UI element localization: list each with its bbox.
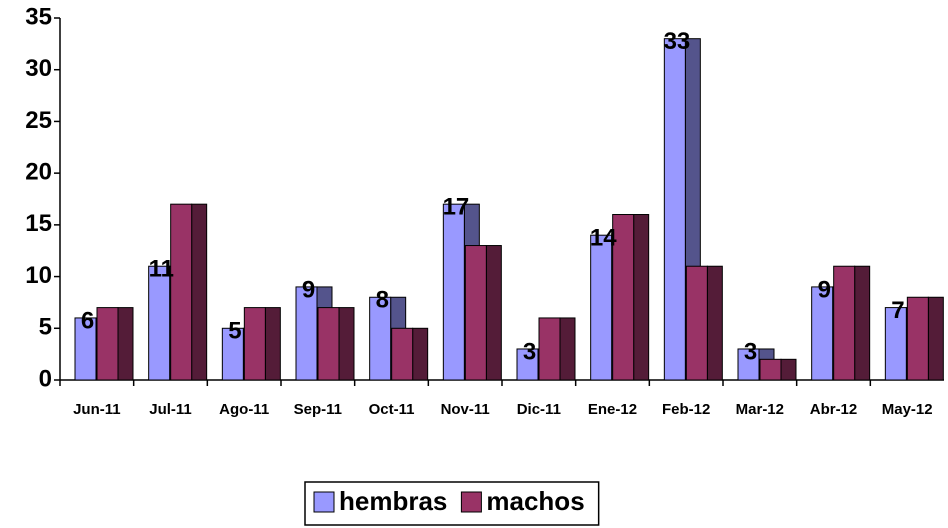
- x-tick-label: Ago-11: [219, 401, 269, 418]
- bar-front: [317, 307, 340, 381]
- x-tick-label: Nov-11: [441, 401, 490, 418]
- bar-front: [612, 214, 635, 381]
- bar-side: [338, 307, 355, 381]
- bar-front: [74, 317, 97, 381]
- bar-front: [221, 327, 244, 381]
- bar: [317, 307, 355, 381]
- bar: [685, 265, 723, 381]
- bar-front: [663, 38, 686, 381]
- legend-label: machos: [486, 486, 584, 516]
- bar-front: [170, 203, 193, 381]
- bar: [96, 307, 134, 381]
- bar-front: [369, 296, 392, 381]
- bar-side: [412, 327, 429, 381]
- bar-front: [685, 265, 708, 381]
- data-label: 3: [744, 338, 757, 365]
- y-tick-label: 0: [39, 365, 52, 392]
- bar: [538, 317, 576, 381]
- bar: [833, 265, 871, 381]
- bar: [391, 327, 429, 381]
- x-tick-label: Jun-11: [73, 401, 121, 418]
- x-tick-label: Dic-11: [517, 401, 561, 418]
- data-label: 14: [590, 225, 617, 252]
- bar-front: [96, 307, 119, 381]
- bar-front: [833, 265, 856, 381]
- bar-front: [906, 296, 929, 381]
- y-tick-label: 35: [25, 3, 52, 30]
- x-tick-label: Oct-11: [369, 401, 415, 418]
- bar-front: [148, 265, 171, 381]
- legend-swatch: [460, 491, 482, 513]
- y-tick-label: 30: [25, 55, 52, 82]
- x-tick-label: Feb-12: [662, 401, 710, 418]
- x-tick-label: Abr-12: [810, 401, 858, 418]
- bar-side: [633, 214, 650, 381]
- y-tick-label: 5: [39, 314, 52, 341]
- bar-front: [243, 307, 266, 381]
- data-label: 3: [523, 338, 536, 365]
- legend-swatch: [313, 491, 335, 513]
- data-label: 5: [228, 318, 241, 345]
- data-label: 9: [302, 276, 315, 303]
- bar: [612, 214, 650, 381]
- data-label: 7: [891, 297, 904, 324]
- data-label: 9: [818, 276, 831, 303]
- bar-front: [295, 286, 318, 381]
- data-label: 17: [443, 194, 470, 221]
- y-tick-label: 20: [25, 158, 52, 185]
- bar-side: [117, 307, 134, 381]
- x-tick-label: May-12: [882, 401, 933, 418]
- y-tick-label: 25: [25, 107, 52, 134]
- data-label: 33: [664, 28, 691, 55]
- x-tick-label: Jul-11: [149, 401, 192, 418]
- bar-side: [927, 296, 944, 381]
- legend-box: [304, 481, 600, 526]
- bar-front: [759, 358, 782, 381]
- bar-front: [516, 348, 539, 381]
- data-label: 6: [81, 307, 94, 334]
- bar-front: [884, 307, 907, 381]
- bar-front: [391, 327, 414, 381]
- bar-front: [442, 203, 465, 381]
- bar-side: [854, 265, 871, 381]
- x-tick-label: Sep-11: [294, 401, 342, 418]
- bar: [170, 203, 208, 381]
- x-tick-label: Ene-12: [588, 401, 637, 418]
- x-tick-label: Mar-12: [736, 401, 784, 418]
- bar-side: [264, 307, 281, 381]
- bar-side: [559, 317, 576, 381]
- bar-side: [706, 265, 723, 381]
- y-tick-label: 15: [25, 210, 52, 237]
- legend: hembras machos: [304, 481, 600, 526]
- bar-front: [737, 348, 760, 381]
- bar: [759, 358, 797, 381]
- bar-front: [590, 234, 613, 381]
- bar-side: [485, 245, 502, 381]
- bar: [464, 245, 502, 381]
- data-label: 11: [149, 256, 174, 283]
- bar-side: [780, 358, 797, 381]
- legend-label: hembras: [339, 486, 447, 516]
- bar-front: [811, 286, 834, 381]
- data-label: 8: [376, 287, 389, 314]
- bar-front: [538, 317, 561, 381]
- bar-side: [191, 203, 208, 381]
- bar: [906, 296, 944, 381]
- bar: [243, 307, 281, 381]
- y-tick-label: 10: [25, 262, 52, 289]
- bar-front: [464, 245, 487, 381]
